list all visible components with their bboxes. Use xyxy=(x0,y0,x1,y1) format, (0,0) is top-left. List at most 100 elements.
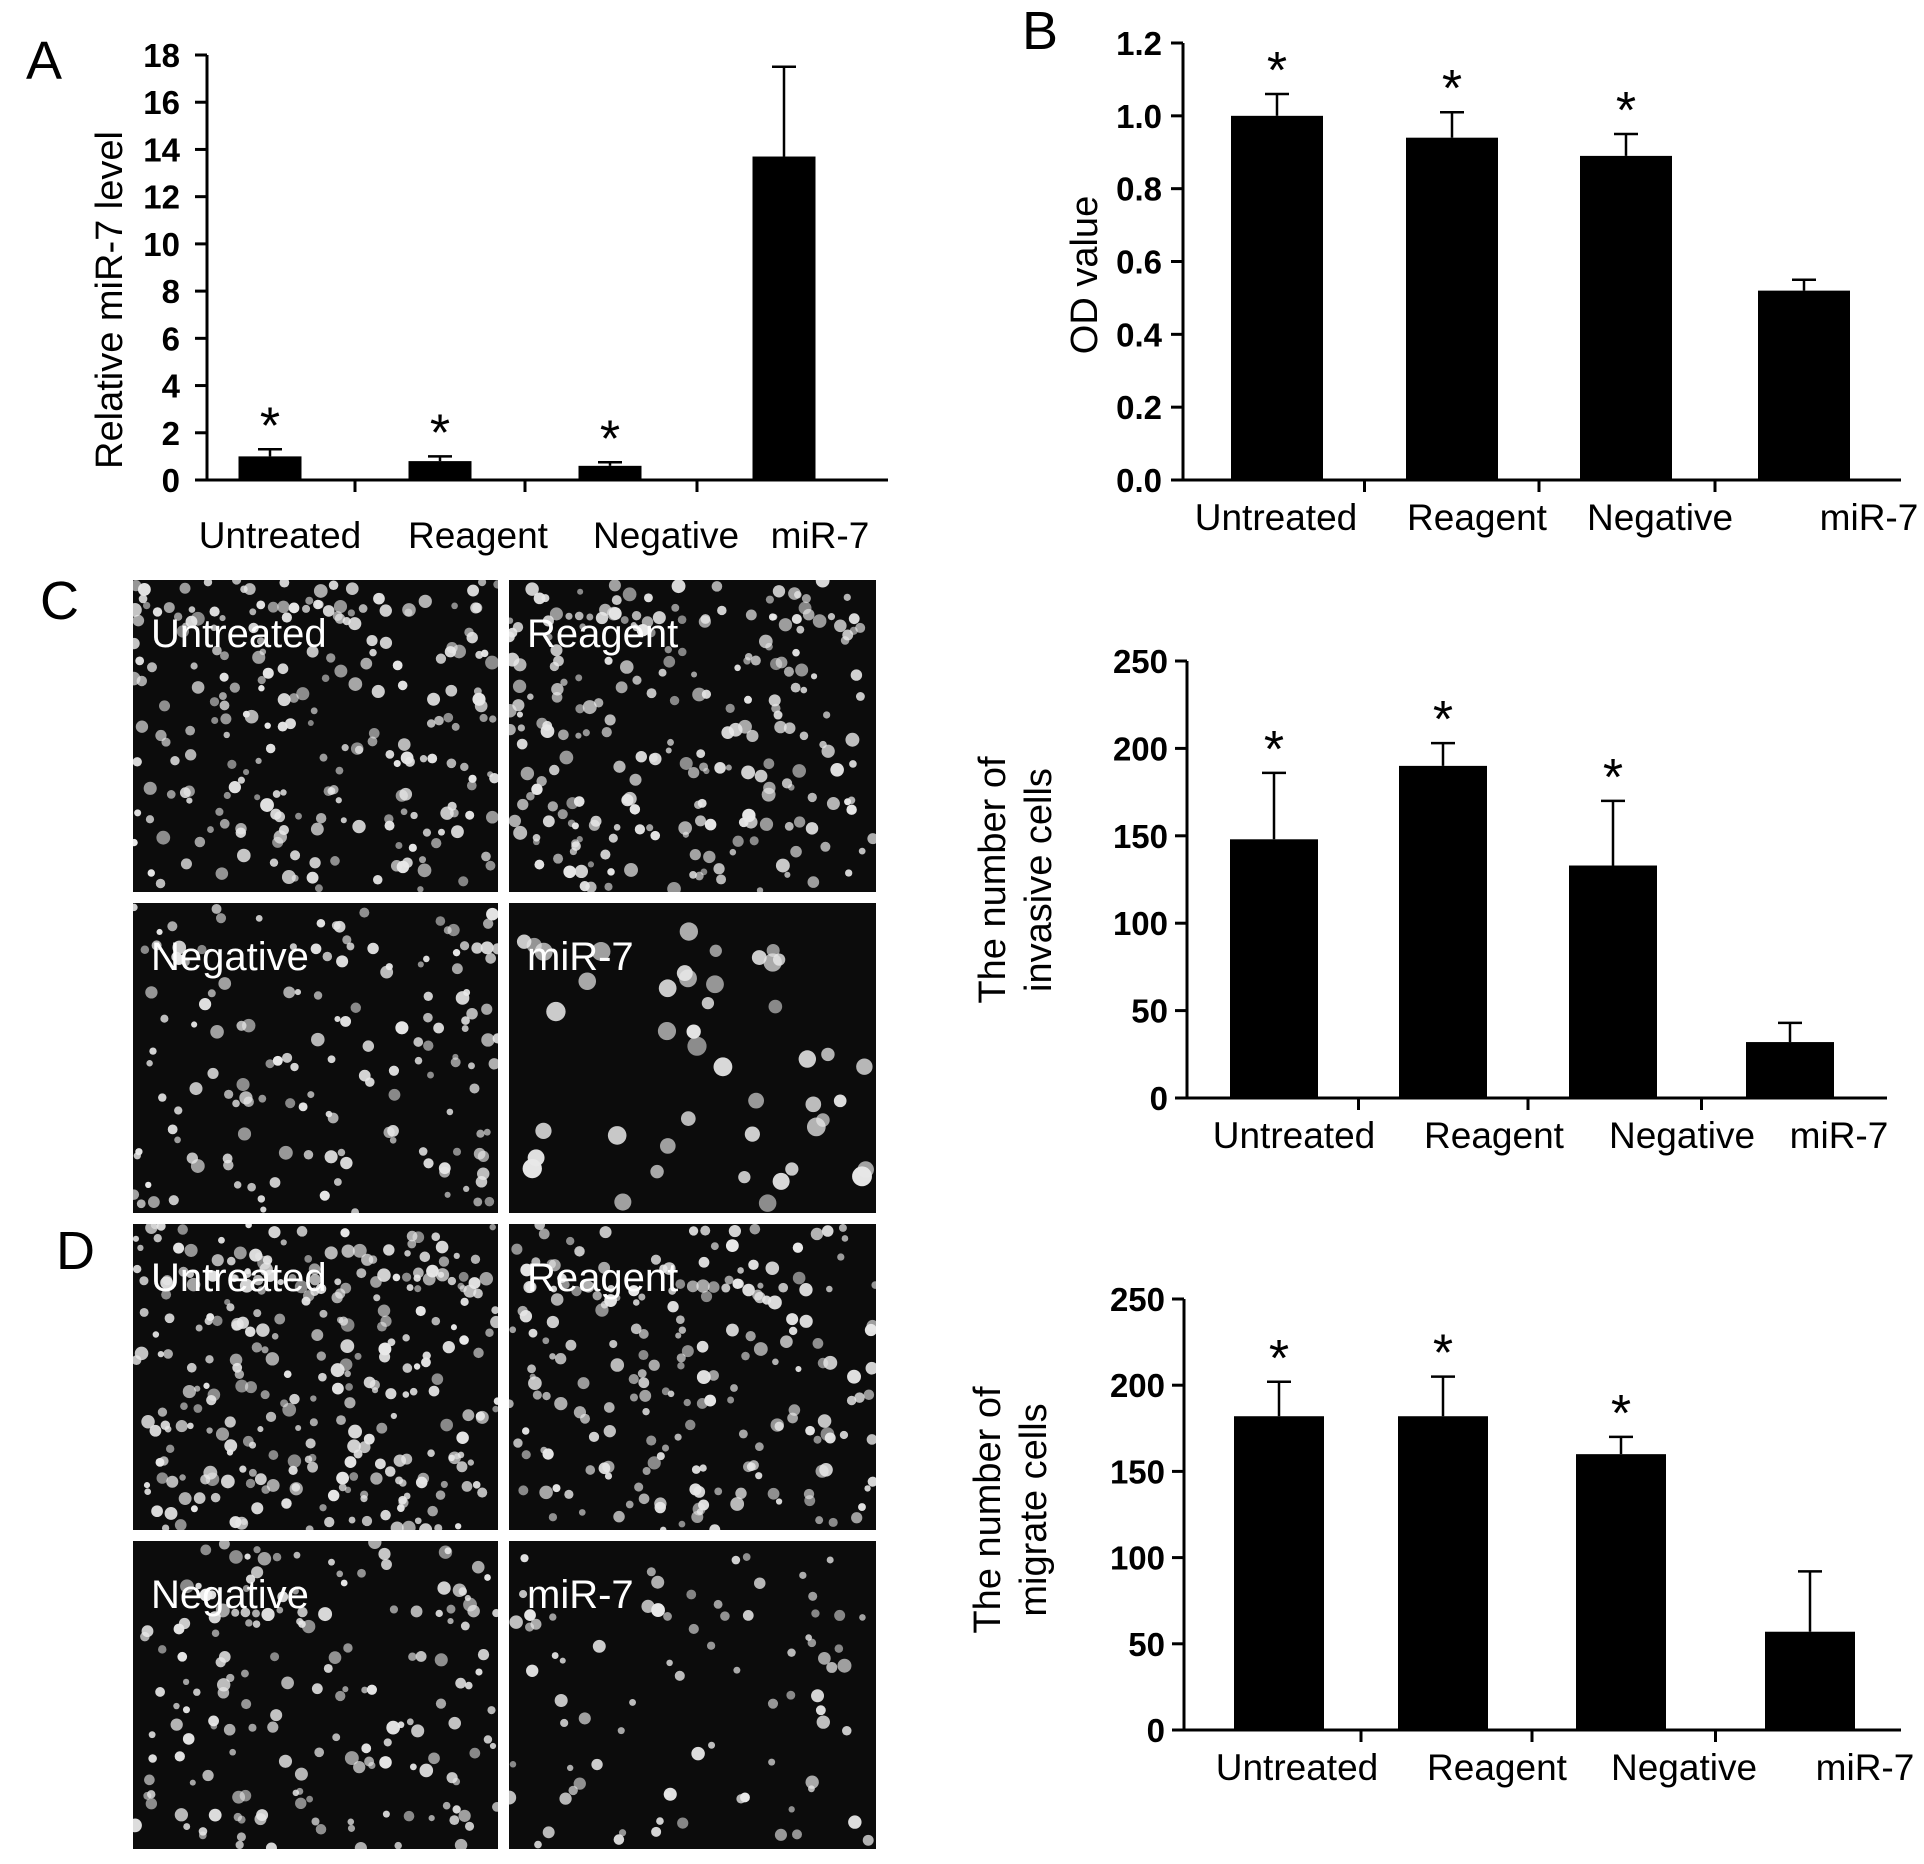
cell xyxy=(415,1476,428,1489)
cell xyxy=(859,1614,866,1621)
cell xyxy=(252,1274,264,1286)
cell xyxy=(360,1495,368,1503)
cell xyxy=(266,1478,280,1492)
cell xyxy=(296,1226,308,1237)
cell xyxy=(151,1505,163,1518)
cell xyxy=(509,1326,517,1334)
cell xyxy=(456,1461,468,1473)
cell xyxy=(775,858,790,873)
cell xyxy=(778,618,793,632)
cell xyxy=(370,1276,382,1288)
cell xyxy=(408,1652,417,1661)
cell xyxy=(833,1094,847,1108)
cell xyxy=(418,594,432,608)
cell xyxy=(466,780,477,791)
cell xyxy=(283,986,296,999)
cell xyxy=(293,1551,301,1559)
cell xyxy=(834,1609,846,1621)
cell xyxy=(607,1284,615,1293)
cell xyxy=(707,1281,720,1293)
cell xyxy=(435,1698,447,1709)
cell xyxy=(527,693,534,701)
cell xyxy=(844,798,852,806)
cell xyxy=(368,727,380,739)
cell xyxy=(373,1294,381,1302)
cell xyxy=(461,1025,469,1033)
cell xyxy=(417,886,424,892)
cell xyxy=(615,681,628,694)
cell xyxy=(477,1649,490,1661)
y-tick-label: 1.0 xyxy=(1116,98,1162,135)
cell xyxy=(774,1421,784,1431)
cell xyxy=(170,756,180,766)
cell xyxy=(542,1826,555,1839)
cell xyxy=(795,1366,802,1373)
cell xyxy=(253,1309,262,1318)
cell xyxy=(851,1512,863,1524)
cell xyxy=(790,682,801,693)
cell xyxy=(696,1340,709,1353)
cell xyxy=(512,679,527,693)
cell xyxy=(659,1526,667,1530)
cell xyxy=(810,1227,824,1241)
cell xyxy=(415,1305,426,1317)
cell xyxy=(440,1418,454,1432)
cell xyxy=(772,1358,779,1366)
cell xyxy=(434,1653,448,1667)
cell xyxy=(642,1466,651,1476)
cell xyxy=(340,1015,352,1027)
cell xyxy=(392,660,403,671)
cell xyxy=(190,662,198,670)
cell xyxy=(413,1363,421,1370)
cell xyxy=(389,1136,397,1144)
cell xyxy=(711,581,723,592)
cell xyxy=(149,1047,157,1055)
cell xyxy=(140,945,150,955)
y-tick-label: 250 xyxy=(1113,643,1168,680)
cell xyxy=(696,1370,711,1384)
cell xyxy=(548,1513,558,1522)
cell xyxy=(509,1399,514,1409)
cell xyxy=(454,1523,462,1530)
cell xyxy=(578,1509,586,1516)
cell xyxy=(153,1234,162,1243)
panel-label-a: A xyxy=(26,31,63,91)
chart-c: 0 50 100 150 200 250 * Untreated * Reagent * Negati… xyxy=(972,643,1888,1156)
cell xyxy=(381,1559,392,1570)
cell xyxy=(709,944,722,957)
cell xyxy=(186,1362,197,1373)
cell xyxy=(335,766,344,775)
cell xyxy=(337,1148,346,1157)
cell xyxy=(492,1033,498,1044)
cell xyxy=(276,1606,284,1614)
cell xyxy=(451,963,463,975)
significance-marker: * xyxy=(1269,1330,1289,1388)
cell xyxy=(404,756,415,767)
cell xyxy=(634,824,646,835)
cell xyxy=(778,1282,789,1293)
cell xyxy=(328,1651,342,1664)
cell xyxy=(227,759,237,769)
cell xyxy=(837,1253,845,1261)
cell xyxy=(710,1242,719,1251)
cell xyxy=(586,613,594,621)
cell xyxy=(485,860,496,871)
cell xyxy=(603,1425,616,1438)
cell xyxy=(265,743,276,754)
cell xyxy=(297,1606,308,1618)
panel-label-b: B xyxy=(1022,1,1059,61)
cell xyxy=(867,833,876,845)
cell xyxy=(190,1159,205,1173)
cell xyxy=(613,1510,625,1523)
cell xyxy=(413,1037,424,1047)
cell xyxy=(551,1652,559,1659)
cell xyxy=(756,887,764,892)
cell xyxy=(257,1195,266,1203)
cell xyxy=(759,817,774,831)
cell xyxy=(683,1398,691,1407)
cell xyxy=(550,644,563,657)
cell xyxy=(348,617,362,631)
cell xyxy=(761,787,776,802)
cell xyxy=(251,1566,264,1579)
cell xyxy=(559,1792,572,1805)
